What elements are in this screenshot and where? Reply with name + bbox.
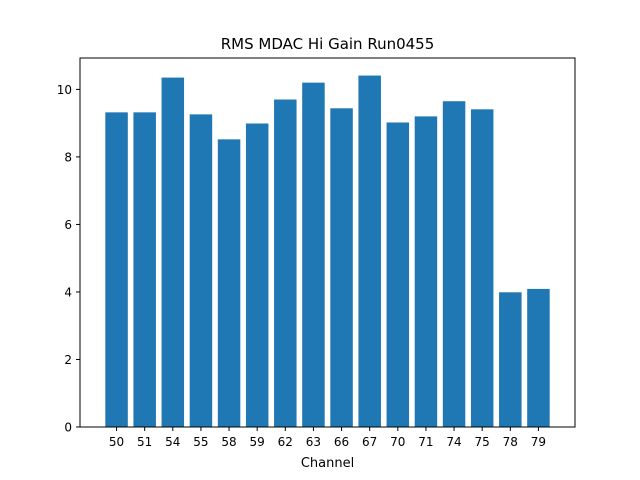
plot-area-frame [79, 57, 576, 428]
y-tick-label: 6 [64, 218, 72, 232]
x-tick-label: 62 [278, 435, 293, 449]
bar-channel-71 [414, 116, 438, 427]
y-axis-ticks: 0 2 4 6 8 10 [57, 83, 80, 435]
y-tick-label: 0 [64, 421, 72, 435]
bar-channel-75 [470, 109, 494, 427]
x-tick-label: 58 [221, 435, 236, 449]
x-tick-label: 63 [306, 435, 321, 449]
x-tick-label: 71 [418, 435, 433, 449]
x-tick-label: 66 [334, 435, 349, 449]
bar-channel-78 [499, 292, 522, 427]
y-tick-label: 8 [64, 150, 72, 164]
x-tick-label: 50 [109, 435, 124, 449]
bar-channel-58 [217, 139, 241, 428]
x-axis-ticks: 50 51 54 55 58 59 62 63 66 67 70 71 74 75 78 79 [109, 427, 546, 449]
x-tick-label: 78 [503, 435, 518, 449]
x-tick-label: 55 [193, 435, 208, 449]
x-tick-label: 59 [250, 435, 265, 449]
x-axis-label: Channel [301, 456, 354, 471]
chart-title: RMS MDAC Hi Gain Run0455 [221, 35, 435, 53]
bar-channel-63 [302, 82, 325, 428]
x-tick-label: 75 [475, 435, 490, 449]
bar-channel-66 [330, 108, 353, 428]
y-tick-label: 4 [64, 285, 72, 299]
bar-channel-50 [105, 112, 128, 427]
x-tick-label: 67 [362, 435, 377, 449]
bar-channel-59 [245, 123, 269, 428]
bar-channel-55 [189, 114, 213, 427]
bar-channel-54 [161, 77, 185, 427]
x-tick-label: 79 [531, 435, 546, 449]
bars-group [105, 75, 550, 428]
x-tick-label: 70 [390, 435, 405, 449]
bar-channel-74 [442, 101, 466, 428]
y-tick-label: 2 [64, 353, 72, 367]
x-tick-label: 54 [165, 435, 180, 449]
bar-channel-70 [386, 122, 410, 427]
y-tick-label: 10 [57, 83, 72, 97]
x-tick-label: 51 [137, 435, 152, 449]
x-tick-label: 74 [446, 435, 461, 449]
bar-channel-79 [527, 288, 550, 427]
bar-channel-62 [274, 99, 297, 427]
bar-channel-67 [358, 75, 381, 427]
bar-channel-51 [133, 112, 156, 427]
